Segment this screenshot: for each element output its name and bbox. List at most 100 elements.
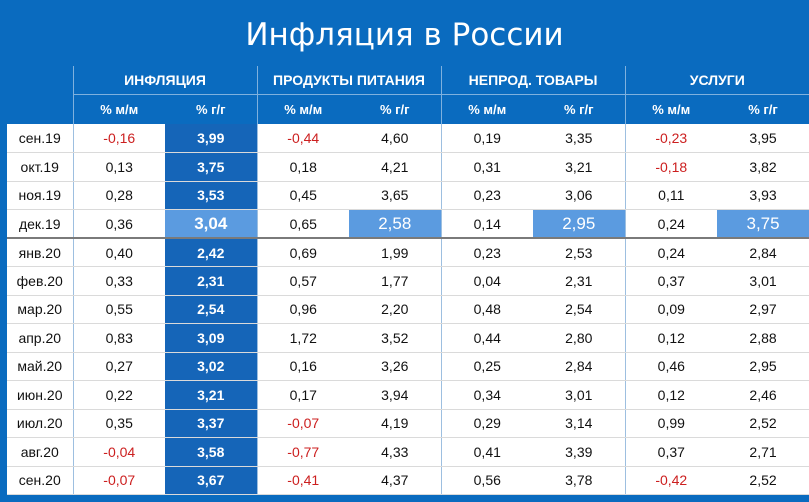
corner-cell-sub — [7, 94, 73, 124]
cell-food-mm: 0,17 — [256, 380, 350, 410]
row-month-label: окт.19 — [7, 152, 73, 182]
table-row: май.20 0,27 3,02 0,16 3,26 0,25 2,84 0,46 2,95 — [7, 352, 809, 381]
cell-services-yy: 2,95 — [717, 352, 809, 381]
cell-nonfood-yy: 3,01 — [533, 380, 626, 410]
cell-nonfood-yy: 2,54 — [533, 295, 626, 324]
cell-services-yy: 2,52 — [717, 409, 809, 438]
cell-inflation-yy: 3,09 — [165, 323, 258, 353]
cell-nonfood-mm: 0,48 — [440, 295, 534, 324]
subheader-yy: % г/г — [717, 94, 809, 124]
cell-food-yy: 1,99 — [349, 238, 442, 267]
cell-inflation-mm: 0,13 — [72, 152, 165, 182]
cell-inflation-yy: 3,53 — [165, 181, 258, 210]
cell-services-mm: 0,09 — [624, 295, 718, 324]
cell-inflation-mm: 0,33 — [72, 266, 165, 296]
cell-inflation-yy: 2,31 — [165, 266, 258, 296]
cell-inflation-yy: 3,67 — [165, 466, 258, 495]
subheader-yy: % г/г — [165, 94, 258, 124]
cell-inflation-mm: 0,40 — [72, 238, 165, 267]
group-header-services: УСЛУГИ — [624, 66, 809, 95]
cell-nonfood-yy: 2,31 — [533, 266, 626, 296]
subheader-mm: % м/м — [256, 94, 350, 124]
inflation-table: ИНФЛЯЦИЯ ПРОДУКТЫ ПИТАНИЯ НЕПРОД. ТОВАРЫ… — [7, 66, 809, 495]
cell-services-yy: 3,75 — [717, 209, 809, 239]
table-row: фев.20 0,33 2,31 0,57 1,77 0,04 2,31 0,37 3,01 — [7, 266, 809, 296]
cell-services-yy: 3,93 — [717, 181, 809, 210]
cell-nonfood-mm: 0,31 — [440, 152, 534, 182]
cell-services-mm: 0,24 — [624, 209, 718, 239]
cell-nonfood-yy: 2,95 — [533, 209, 626, 239]
row-month-label: ноя.19 — [7, 181, 73, 210]
cell-inflation-mm: 0,35 — [72, 409, 165, 438]
cell-food-mm: -0,44 — [256, 124, 350, 153]
table-row: сен.19 -0,16 3,99 -0,44 4,60 0,19 3,35 -0,23 3,9… — [7, 124, 809, 153]
cell-services-mm: 0,46 — [624, 352, 718, 381]
cell-services-yy: 3,95 — [717, 124, 809, 153]
cell-food-yy: 4,33 — [349, 437, 442, 467]
group-header-food: ПРОДУКТЫ ПИТАНИЯ — [256, 66, 442, 95]
cell-food-mm: 0,57 — [256, 266, 350, 296]
cell-nonfood-mm: 0,41 — [440, 437, 534, 467]
cell-food-mm: 0,45 — [256, 181, 350, 210]
cell-food-yy: 1,77 — [349, 266, 442, 296]
cell-inflation-mm: -0,16 — [72, 124, 165, 153]
cell-inflation-mm: 0,27 — [72, 352, 165, 381]
cell-services-yy: 2,97 — [717, 295, 809, 324]
cell-inflation-yy: 3,04 — [165, 209, 258, 239]
cell-nonfood-mm: 0,44 — [440, 323, 534, 353]
cell-food-mm: -0,77 — [256, 437, 350, 467]
cell-food-yy: 3,26 — [349, 352, 442, 381]
subheader-mm: % м/м — [72, 94, 165, 124]
cell-nonfood-mm: 0,34 — [440, 380, 534, 410]
cell-inflation-yy: 3,21 — [165, 380, 258, 410]
row-month-label: июн.20 — [7, 380, 73, 410]
cell-food-mm: 1,72 — [256, 323, 350, 353]
cell-nonfood-mm: 0,23 — [440, 238, 534, 267]
cell-nonfood-yy: 2,53 — [533, 238, 626, 267]
cell-services-mm: -0,18 — [624, 152, 718, 182]
cell-services-mm: 0,24 — [624, 238, 718, 267]
cell-inflation-mm: 0,55 — [72, 295, 165, 324]
table-body: сен.19 -0,16 3,99 -0,44 4,60 0,19 3,35 -0,23 3,9… — [7, 124, 809, 495]
table-row: авг.20 -0,04 3,58 -0,77 4,33 0,41 3,39 0,37 2,71 — [7, 437, 809, 467]
table-row: окт.19 0,13 3,75 0,18 4,21 0,31 3,21 -0,18 3,82 — [7, 152, 809, 182]
cell-nonfood-mm: 0,14 — [440, 209, 534, 239]
cell-nonfood-yy: 3,35 — [533, 124, 626, 153]
cell-nonfood-yy: 3,78 — [533, 466, 626, 495]
cell-inflation-yy: 2,54 — [165, 295, 258, 324]
cell-services-mm: 0,12 — [624, 323, 718, 353]
cell-services-mm: 0,37 — [624, 266, 718, 296]
cell-food-yy: 3,52 — [349, 323, 442, 353]
corner-cell — [7, 66, 73, 95]
cell-food-mm: -0,07 — [256, 409, 350, 438]
cell-services-mm: 0,12 — [624, 380, 718, 410]
row-month-label: июл.20 — [7, 409, 73, 438]
cell-food-mm: 0,69 — [256, 238, 350, 267]
cell-inflation-mm: -0,04 — [72, 437, 165, 467]
cell-food-yy: 4,19 — [349, 409, 442, 438]
cell-food-mm: 0,65 — [256, 209, 350, 239]
cell-nonfood-mm: 0,23 — [440, 181, 534, 210]
row-month-label: апр.20 — [7, 323, 73, 353]
table-row: сен.20 -0,07 3,67 -0,41 4,37 0,56 3,78 -0,42 2,5… — [7, 466, 809, 495]
table-row: июл.20 0,35 3,37 -0,07 4,19 0,29 3,14 0,99 2,52 — [7, 409, 809, 438]
table-row: апр.20 0,83 3,09 1,72 3,52 0,44 2,80 0,12 2,88 — [7, 323, 809, 353]
cell-inflation-yy: 3,02 — [165, 352, 258, 381]
cell-food-mm: -0,41 — [256, 466, 350, 495]
cell-services-yy: 2,71 — [717, 437, 809, 467]
cell-food-mm: 0,16 — [256, 352, 350, 381]
cell-inflation-yy: 2,42 — [165, 238, 258, 267]
cell-nonfood-yy: 2,84 — [533, 352, 626, 381]
row-month-label: авг.20 — [7, 437, 73, 467]
cell-nonfood-yy: 3,06 — [533, 181, 626, 210]
cell-services-yy: 2,52 — [717, 466, 809, 495]
cell-inflation-mm: 0,36 — [72, 209, 165, 239]
cell-services-mm: 0,37 — [624, 437, 718, 467]
cell-services-yy: 2,46 — [717, 380, 809, 410]
row-month-label: май.20 — [7, 352, 73, 381]
table-row: дек.19 0,36 3,04 0,65 2,58 0,14 2,95 0,24 3,75 — [7, 209, 809, 239]
cell-inflation-yy: 3,58 — [165, 437, 258, 467]
table-row: мар.20 0,55 2,54 0,96 2,20 0,48 2,54 0,09 2,97 — [7, 295, 809, 324]
cell-services-mm: -0,23 — [624, 124, 718, 153]
cell-services-yy: 2,88 — [717, 323, 809, 353]
